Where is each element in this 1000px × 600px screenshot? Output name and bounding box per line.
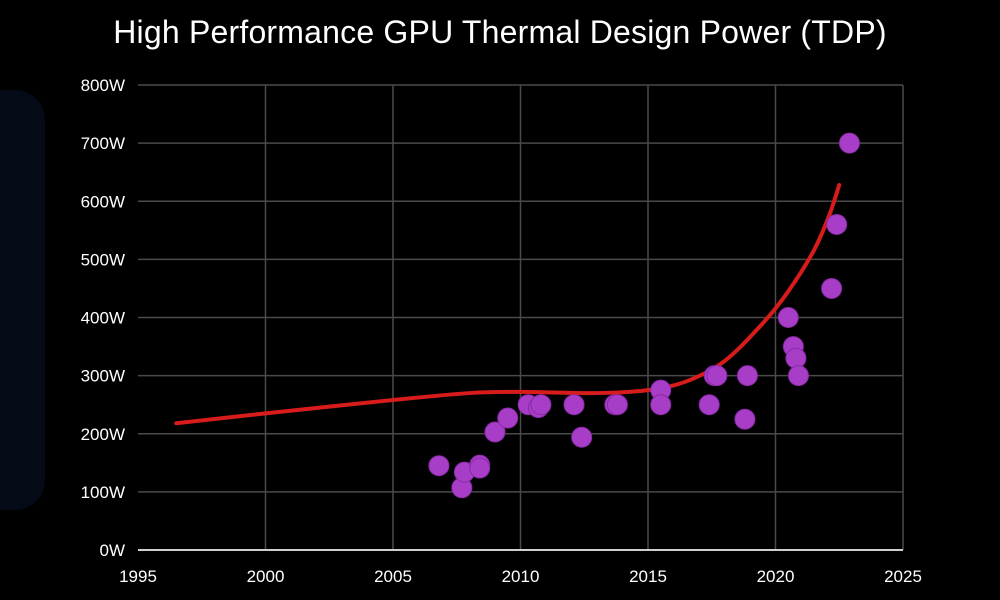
data-point [826,214,848,235]
data-point [785,347,807,369]
y-tick-labels: 0W 100W 200W 300W 400W 500W 600W 700W 800W [81,76,125,560]
x-tick-label: 2020 [757,567,795,586]
x-tick-label: 1995 [119,567,157,586]
x-tick-label: 2005 [374,567,412,586]
y-tick-label: 600W [81,192,125,211]
y-tick-label: 300W [81,367,125,386]
data-point [484,421,506,443]
data-point [606,394,628,416]
data-point [734,408,756,430]
y-tick-label: 400W [81,309,125,328]
grid-lines [138,84,904,550]
trend-line [174,182,842,426]
scatter-points [428,132,860,499]
data-point [821,277,843,299]
x-tick-labels: 1995 2000 2005 2010 2015 2020 2025 [119,567,922,586]
x-tick-label: 2000 [247,567,285,586]
chart-title: High Performance GPU Thermal Design Powe… [113,14,887,50]
y-tick-label: 800W [81,76,125,95]
data-point [563,394,585,416]
x-tick-label: 2010 [502,567,540,586]
trend-line-group [174,182,842,426]
x-tick-label: 2015 [629,567,667,586]
data-point [650,394,672,416]
data-point [428,455,450,477]
data-point [530,394,552,416]
data-point [777,307,799,328]
y-tick-label: 0W [100,541,126,560]
y-tick-label: 200W [81,425,125,444]
x-tick-label: 2025 [884,567,922,586]
data-point [497,407,519,429]
data-point [698,394,720,416]
data-point [838,132,860,154]
data-point [571,426,593,448]
data-point [736,365,758,387]
data-point [787,365,809,387]
y-tick-label: 500W [81,250,125,269]
data-point [469,457,491,479]
y-tick-label: 100W [81,483,125,502]
y-tick-label: 700W [81,134,125,153]
background-shade [0,90,45,510]
data-point [706,365,728,387]
